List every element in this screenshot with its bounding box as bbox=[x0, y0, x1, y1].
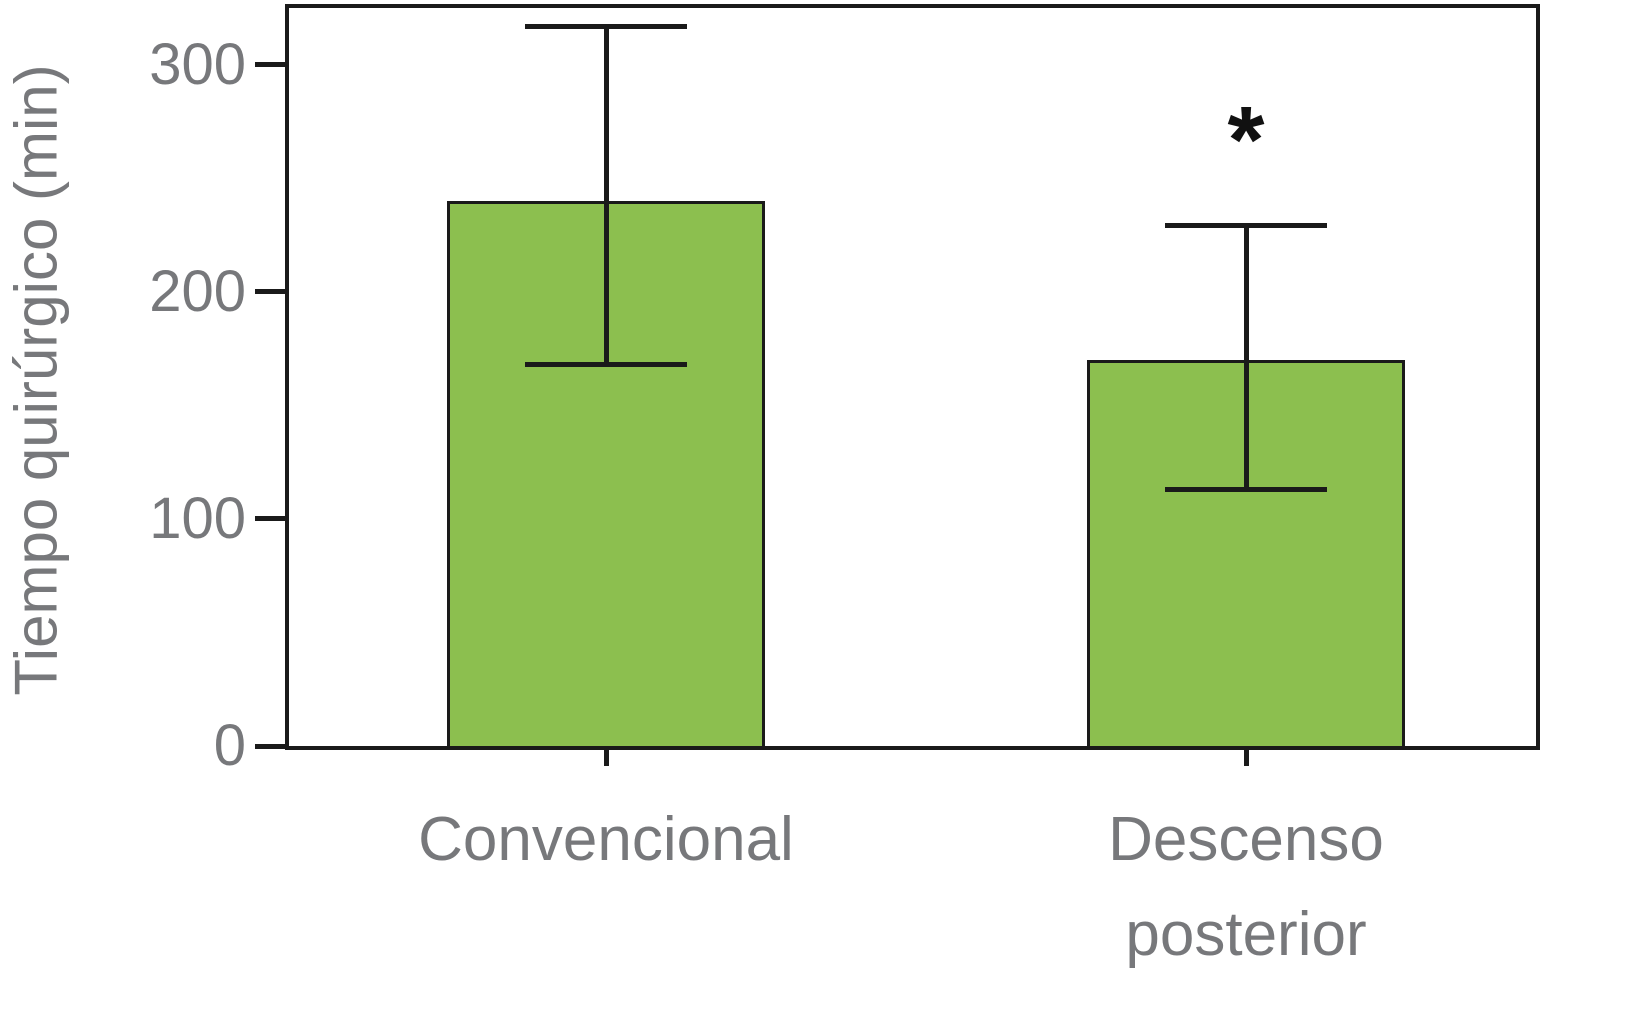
error-bar-line-descenso-posterior bbox=[1243, 225, 1249, 490]
y-tick-mark bbox=[255, 289, 285, 295]
y-axis-label: Tiempo quirúrgico (min) bbox=[2, 64, 70, 696]
plot-area bbox=[285, 4, 1540, 750]
y-tick-label: 200 bbox=[149, 258, 246, 324]
x-tick-mark bbox=[603, 750, 609, 766]
y-tick-mark bbox=[255, 516, 285, 522]
y-tick-label: 300 bbox=[149, 31, 246, 97]
y-tick-mark bbox=[255, 62, 285, 68]
x-tick-mark bbox=[1243, 750, 1249, 766]
error-bar-line-convencional bbox=[603, 26, 609, 365]
error-bar-cap-top-convencional bbox=[525, 23, 687, 29]
y-tick-label: 100 bbox=[149, 485, 246, 551]
error-bar-cap-top-descenso-posterior bbox=[1165, 223, 1327, 229]
y-tick-label: 0 bbox=[213, 713, 246, 778]
significance-asterisk: * bbox=[1227, 86, 1265, 193]
error-bar-cap-bottom-convencional bbox=[525, 362, 687, 367]
y-tick-mark bbox=[255, 743, 285, 749]
error-bar-cap-bottom-descenso-posterior bbox=[1165, 486, 1327, 492]
x-category-label-convencional: Convencional bbox=[418, 805, 794, 874]
x-category-label-descenso-posterior: Descenso posterior bbox=[1108, 805, 1384, 969]
